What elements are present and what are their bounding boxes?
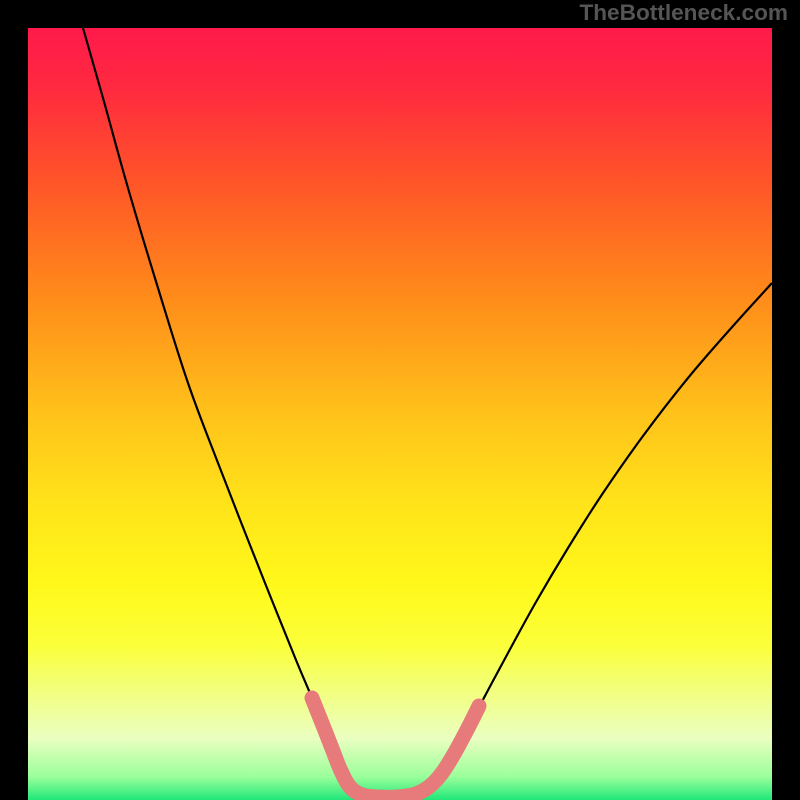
- watermark-text: TheBottleneck.com: [579, 0, 788, 26]
- chart-container: TheBottleneck.com: [0, 0, 800, 800]
- bottleneck-chart-svg: [0, 0, 800, 800]
